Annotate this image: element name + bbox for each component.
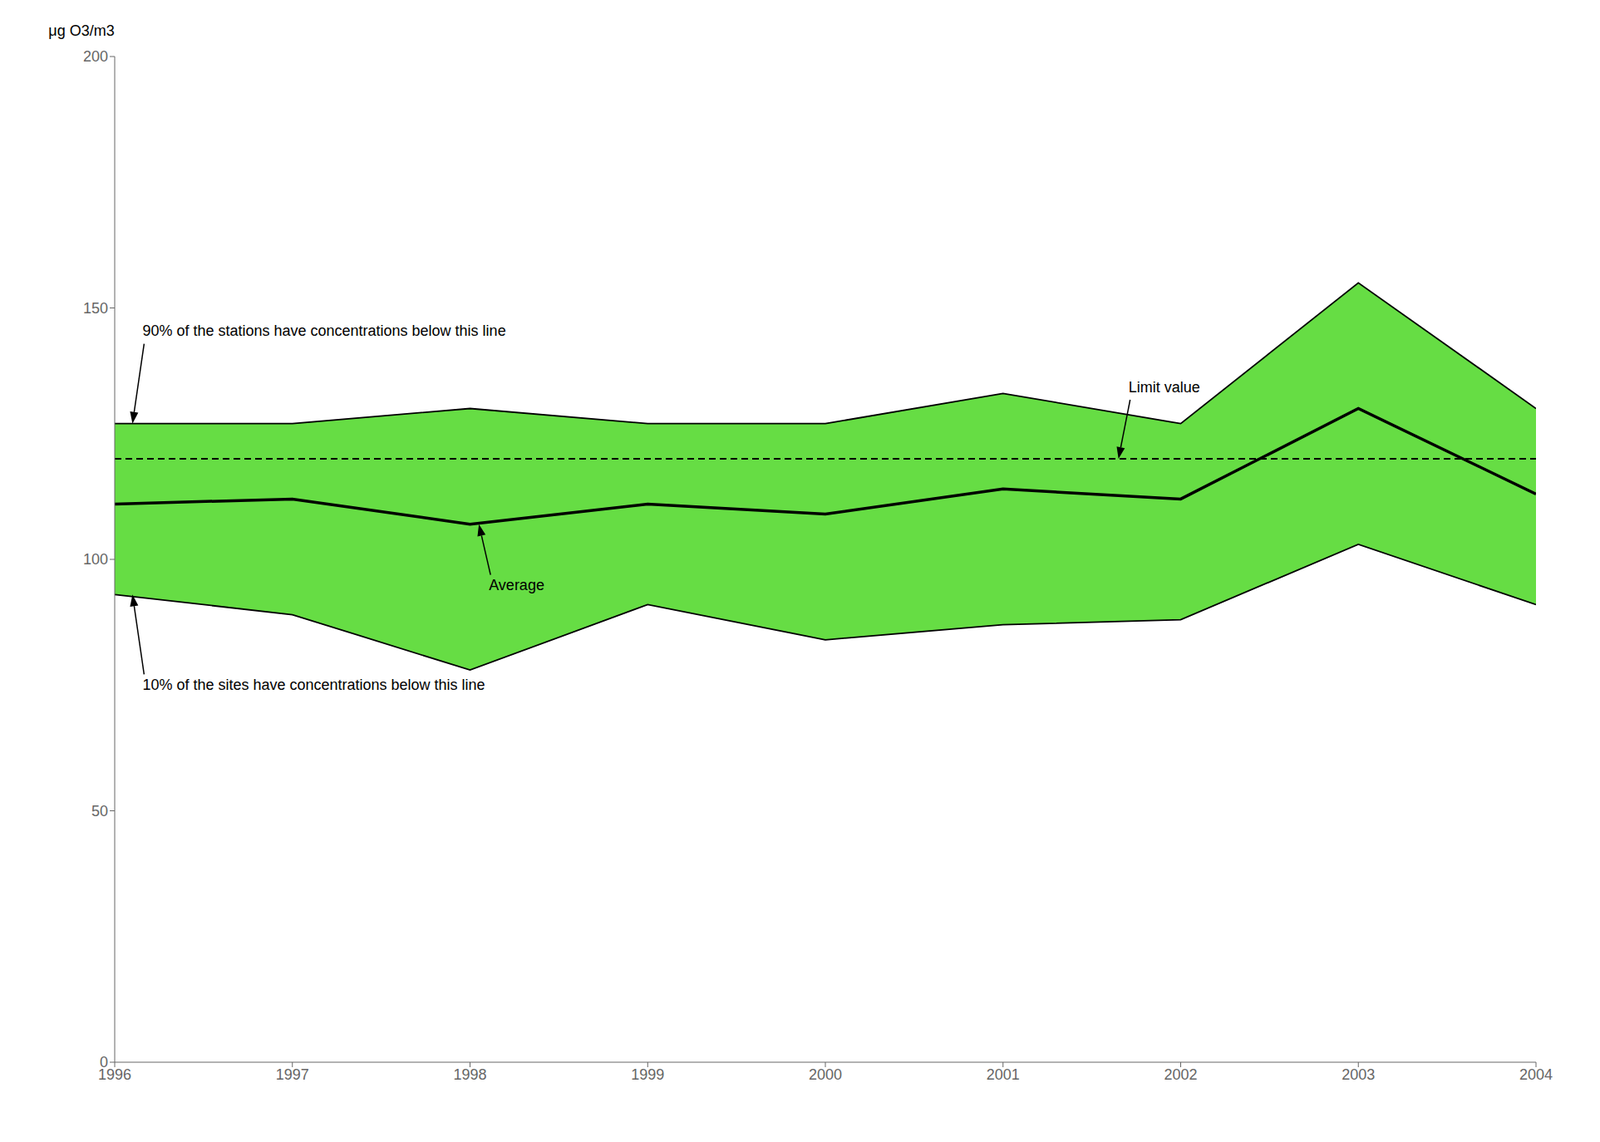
svg-text:10% of the sites have concentr: 10% of the sites have concentrations bel… <box>142 676 485 694</box>
svg-text:2003: 2003 <box>1341 1066 1375 1084</box>
svg-text:2002: 2002 <box>1163 1066 1197 1084</box>
svg-text:50: 50 <box>91 802 109 820</box>
svg-text:Limit value: Limit value <box>1128 379 1201 396</box>
svg-text:0: 0 <box>99 1053 109 1071</box>
svg-text:μg O3/m3: μg O3/m3 <box>48 22 114 40</box>
svg-text:1997: 1997 <box>275 1066 310 1084</box>
svg-text:1999: 1999 <box>630 1066 665 1084</box>
svg-text:2001: 2001 <box>986 1066 1020 1084</box>
svg-text:Average: Average <box>488 576 545 594</box>
svg-text:2000: 2000 <box>808 1066 842 1084</box>
svg-text:100: 100 <box>83 551 109 568</box>
svg-text:1996: 1996 <box>98 1066 132 1083</box>
svg-text:1998: 1998 <box>452 1066 487 1084</box>
svg-text:90% of the stations have conce: 90% of the stations have concentrations … <box>142 322 506 340</box>
svg-text:150: 150 <box>83 300 109 317</box>
svg-text:200: 200 <box>83 48 109 65</box>
svg-text:2004: 2004 <box>1519 1066 1553 1084</box>
